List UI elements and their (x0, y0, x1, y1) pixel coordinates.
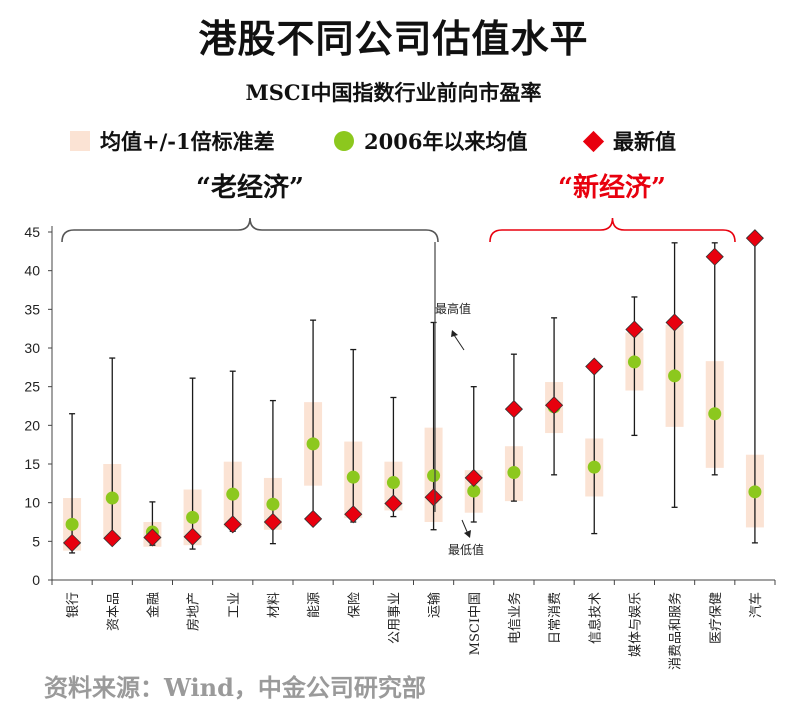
x-tick-label: MSCI中国 (468, 592, 483, 655)
mean-point (708, 407, 722, 421)
x-tick-label: 汽车 (748, 592, 764, 618)
x-tick-label: 运输 (427, 592, 443, 618)
latest-point (103, 529, 122, 548)
x-tick-label: 信息技术 (587, 592, 603, 644)
y-tick-label: 5 (32, 533, 40, 549)
x-tick-label: 能源 (307, 592, 322, 618)
legend-band-swatch (70, 131, 90, 151)
y-tick-label: 30 (24, 340, 40, 356)
x-tick-label: 日常消费 (548, 592, 563, 644)
y-tick-label: 25 (24, 379, 40, 395)
legend-band-label: 均值+/-1倍标准差 (100, 129, 275, 154)
mean-point (266, 497, 280, 511)
chart-subtitle: MSCI中国指数行业前向市盈率 (245, 80, 542, 105)
min-annotation: 最低值 (448, 542, 484, 557)
legend: 均值+/-1倍标准差 2006年以来均值 最新值 (0, 126, 787, 160)
latest-point (304, 509, 323, 528)
x-tick-label: 消费品和服务 (668, 592, 684, 670)
y-tick-label: 15 (24, 456, 40, 472)
y-tick-label: 35 (24, 301, 40, 317)
latest-point (263, 512, 282, 532)
legend-mean-label: 2006年以来均值 (364, 129, 528, 154)
mean-point (105, 491, 119, 505)
new-economy-label: “新经济” (558, 172, 666, 203)
new-economy-bracket (489, 217, 736, 243)
latest-point (705, 247, 724, 266)
x-tick-label: 医疗保健 (709, 592, 724, 644)
source-note: 资料来源：Wind，中金公司研究部 (44, 673, 426, 702)
x-tick-label: 材料 (267, 592, 282, 618)
mean-point (226, 487, 240, 501)
latest-point (384, 494, 403, 513)
x-tick-label: 电信业务 (507, 592, 523, 644)
mean-point (386, 476, 400, 490)
old-economy-bracket (61, 217, 439, 243)
x-tick-label: 保险 (347, 592, 362, 618)
latest-point (665, 313, 684, 332)
x-tick-label: 金融 (145, 592, 161, 618)
min-arrowhead (464, 530, 471, 538)
old-economy-label: “老经济” (196, 172, 304, 203)
latest-point (585, 357, 604, 376)
legend-item-mean: 2006年以来均值 (334, 126, 527, 156)
y-tick-label: 40 (24, 263, 40, 279)
latest-point (143, 528, 162, 547)
max-arrowhead (451, 330, 458, 337)
legend-mean-marker (334, 131, 354, 151)
page-title: 港股不同公司估值水平 (198, 16, 589, 61)
y-tick-label: 20 (24, 417, 40, 433)
x-tick-label: 资本品 (106, 592, 121, 631)
x-tick-label: 工业 (227, 592, 242, 618)
y-tick-label: 0 (32, 572, 40, 588)
min-annotation-arrow (461, 519, 469, 535)
mean-point (346, 470, 360, 484)
mean-point (627, 355, 641, 369)
max-annotation: 最高值 (435, 301, 471, 316)
latest-point (223, 515, 242, 534)
latest-point (424, 488, 443, 507)
latest-point (625, 320, 644, 339)
mean-point (467, 484, 481, 498)
mean-point (587, 460, 601, 474)
x-tick-label: 银行 (66, 592, 81, 618)
mean-point (186, 510, 200, 524)
mean-point (65, 517, 79, 531)
latest-point (545, 396, 564, 415)
latest-point (504, 400, 523, 419)
latest-point (63, 533, 82, 552)
y-tick-label: 45 (24, 224, 40, 240)
x-tick-label: 公用事业 (387, 592, 402, 644)
latest-point (344, 505, 363, 524)
legend-latest-label: 最新值 (613, 129, 676, 154)
mean-point (427, 469, 441, 483)
legend-item-latest: 最新值 (582, 126, 676, 156)
latest-point (464, 468, 483, 487)
x-tick-label: 房地产 (186, 592, 202, 631)
y-tick-label: 10 (24, 495, 40, 511)
mean-point (748, 485, 762, 499)
x-tick-label: 媒体与娱乐 (628, 592, 643, 657)
latest-point (183, 527, 202, 546)
mean-point (507, 466, 521, 480)
latest-point (745, 229, 764, 248)
legend-item-band: 均值+/-1倍标准差 (70, 126, 275, 156)
mean-point (306, 437, 320, 451)
mean-point (668, 369, 682, 383)
